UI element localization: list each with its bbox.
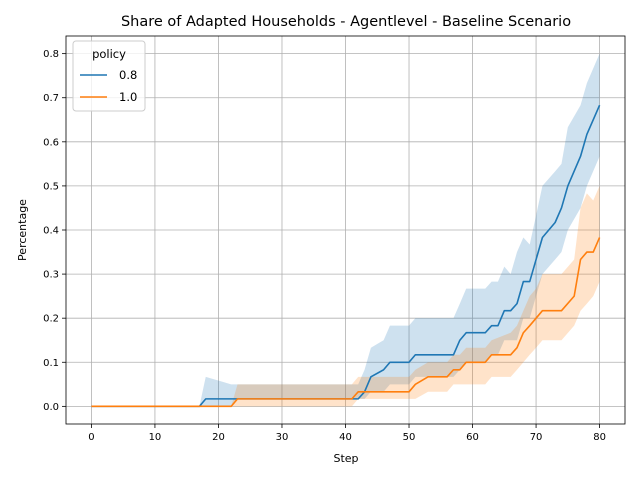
y-tick-label: 0.0 <box>43 402 59 413</box>
legend-label-0.8: 0.8 <box>119 68 137 82</box>
chart-title: Share of Adapted Households - Agentlevel… <box>121 14 571 30</box>
y-axis-ticks: 0.0 0.1 0.2 0.3 0.4 0.5 0.6 0.7 0.8 <box>43 49 66 413</box>
x-tick-label: 60 <box>466 432 479 443</box>
x-tick-label: 0 <box>88 432 94 443</box>
series-line-0.8 <box>91 104 601 408</box>
confidence-bands <box>91 53 600 407</box>
y-tick-label: 0.3 <box>43 270 59 281</box>
x-tick-label: 20 <box>212 432 225 443</box>
y-tick-label: 0.1 <box>43 358 59 369</box>
legend: policy 0.8 1.0 <box>72 40 146 112</box>
x-tick-label: 50 <box>403 432 416 443</box>
x-tick-label: 10 <box>149 432 162 443</box>
x-axis-label: Step <box>333 452 358 465</box>
series-line-1.0 <box>91 237 601 408</box>
confidence-band-0.8 <box>91 53 600 407</box>
y-tick-label: 0.6 <box>43 137 59 148</box>
x-tick-label: 70 <box>530 432 543 443</box>
confidence-band-1.0 <box>91 185 600 407</box>
x-axis-ticks: 0 10 20 30 40 50 60 70 80 <box>88 424 606 443</box>
series-lines <box>91 104 601 408</box>
y-tick-label: 0.7 <box>43 93 59 104</box>
legend-title: policy <box>92 47 126 61</box>
x-tick-label: 80 <box>593 432 606 443</box>
y-tick-label: 0.2 <box>43 314 59 325</box>
y-tick-label: 0.4 <box>43 226 59 237</box>
y-axis-label: Percentage <box>16 199 29 261</box>
x-tick-label: 40 <box>339 432 352 443</box>
legend-label-1.0: 1.0 <box>119 90 137 104</box>
y-tick-label: 0.5 <box>43 181 59 192</box>
x-tick-label: 30 <box>276 432 289 443</box>
y-tick-label: 0.8 <box>43 49 59 60</box>
legend-box <box>72 40 146 112</box>
